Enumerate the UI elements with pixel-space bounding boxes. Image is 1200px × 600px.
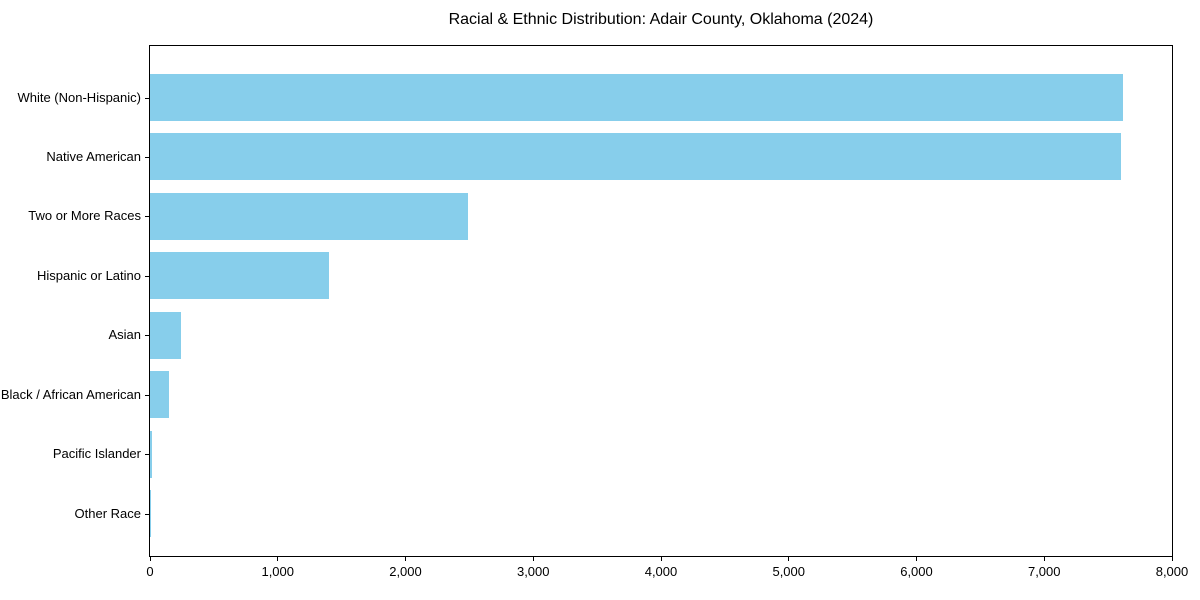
x-tick-label: 8,000: [1155, 564, 1189, 579]
bar: [150, 371, 169, 419]
bar: [150, 311, 182, 359]
y-tick-label: Native American: [46, 148, 141, 164]
y-tick-mark: [145, 275, 149, 277]
y-tick-label: Pacific Islander: [52, 446, 141, 462]
x-tick-mark: [916, 557, 917, 561]
y-tick-label: Hispanic or Latino: [36, 267, 141, 283]
x-tick-mark: [788, 557, 790, 561]
bar: [150, 430, 152, 478]
y-tick-mark: [145, 394, 149, 396]
bar: [150, 252, 329, 300]
x-tick-label: 2,000: [389, 564, 422, 579]
x-tick-mark: [532, 557, 534, 561]
y-tick-label: White (Non-Hispanic): [17, 89, 141, 105]
y-tick-mark: [145, 335, 149, 337]
bar: [150, 490, 151, 538]
x-tick-label: 0: [146, 564, 154, 579]
y-tick-mark: [145, 156, 149, 158]
bar: [150, 133, 1121, 181]
y-tick-label: Two or More Races: [28, 208, 141, 224]
x-tick-label: 1,000: [261, 564, 295, 579]
x-tick-mark: [660, 557, 662, 561]
y-tick-mark: [145, 513, 149, 515]
y-tick-mark: [145, 454, 149, 456]
y-tick-label: Black / African American: [0, 386, 141, 402]
y-tick-mark: [145, 216, 149, 218]
x-tick-label: 6,000: [900, 564, 933, 579]
x-tick-label: 7,000: [1027, 564, 1061, 579]
plot-area: White (Non-Hispanic) Native American Two o…: [1, 45, 1188, 579]
x-tick-mark: [149, 557, 151, 561]
x-tick-label: 5,000: [772, 564, 806, 579]
x-tick-mark: [1043, 557, 1045, 561]
y-tick-label: Asian: [108, 327, 141, 343]
chart-title: Racial & Ethnic Distribution: Adair Coun…: [448, 11, 874, 28]
x-tick-mark: [277, 557, 279, 561]
x-tick-mark: [1171, 557, 1173, 561]
y-tick-mark: [145, 97, 149, 99]
bar: [150, 192, 469, 240]
y-tick-label: Other Race: [74, 505, 141, 521]
x-tick-label: 4,000: [644, 564, 678, 579]
x-tick-mark: [405, 557, 406, 561]
bar: [150, 74, 1124, 121]
x-tick-label: 3,000: [516, 564, 550, 579]
